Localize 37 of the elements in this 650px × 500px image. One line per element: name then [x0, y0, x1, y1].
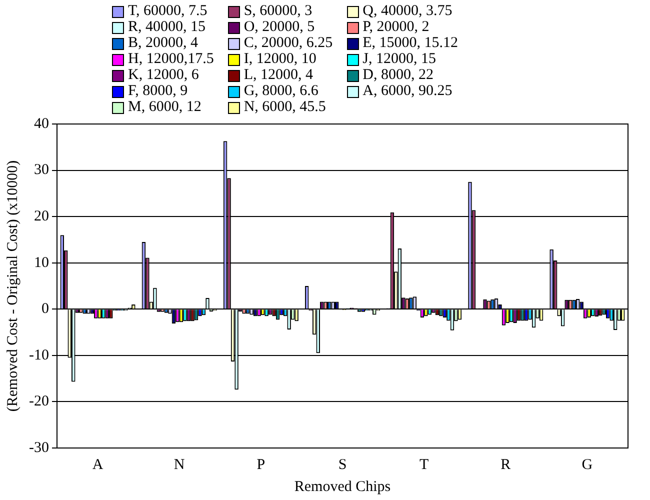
legend-label: M, 6000, 12 — [128, 99, 202, 115]
y-tick-label: 40 — [34, 116, 49, 132]
x-tick-label: T — [419, 456, 429, 473]
legend-label: J, 12000, 15 — [362, 51, 436, 67]
x-tick-label: R — [500, 456, 511, 473]
legend-label: F, 8000, 9 — [128, 83, 188, 99]
legend-label: T, 60000, 7.5 — [128, 3, 208, 19]
legend-label: I, 12000, 10 — [244, 51, 316, 67]
x-tick-label: A — [92, 456, 104, 473]
legend-label: R, 40000, 15 — [128, 19, 206, 35]
legend-label: K, 12000, 6 — [128, 67, 199, 83]
legend-label: Q, 40000, 3.75 — [362, 3, 452, 19]
legend-label: S, 60000, 3 — [244, 3, 312, 19]
y-tick-label: 10 — [34, 254, 49, 271]
y-tick-label: 20 — [34, 208, 49, 225]
y-tick-label: 0 — [41, 301, 49, 318]
x-tick-label: N — [174, 456, 185, 473]
y-tick-label: -30 — [28, 440, 49, 456]
y-tick-label: 30 — [34, 162, 49, 178]
y-tick-label: -10 — [28, 347, 49, 364]
x-tick-label: S — [338, 456, 347, 473]
legend-label: O, 20000, 5 — [244, 19, 315, 35]
legend-label: D, 8000, 22 — [362, 67, 434, 83]
legend-label: B, 20000, 4 — [128, 35, 198, 51]
x-tick-label: P — [256, 456, 266, 473]
legend-label: E, 15000, 15.12 — [362, 35, 458, 51]
legend-label: L, 12000, 4 — [244, 67, 314, 83]
x-axis-title: Removed Chips — [294, 478, 391, 495]
x-tick-label: G — [582, 456, 593, 473]
legend-label: P, 20000, 2 — [362, 19, 430, 35]
legend-label: A, 6000, 90.25 — [362, 83, 452, 99]
y-tick-label: -20 — [28, 394, 49, 410]
y-axis-title: (Removed Cost - Original Cost) (x10000) — [4, 160, 21, 412]
legend-label: C, 20000, 6.25 — [244, 35, 333, 51]
legend-label: G, 8000, 6.6 — [244, 83, 318, 99]
legend-label: N, 6000, 45.5 — [244, 99, 326, 115]
legend-label: H, 12000,17.5 — [128, 51, 214, 67]
